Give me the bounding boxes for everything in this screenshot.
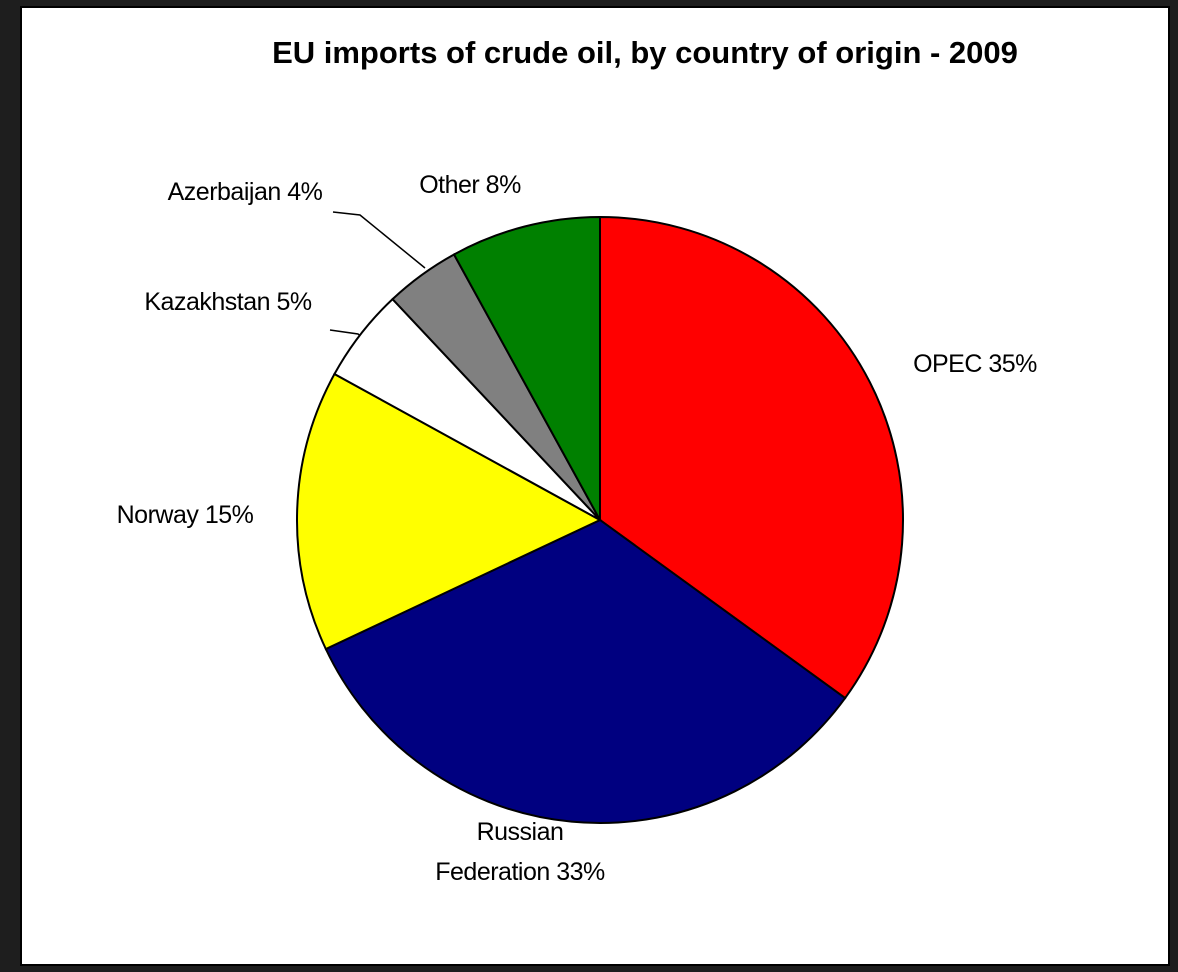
category-label: Azerbaijan bbox=[167, 178, 282, 206]
chart-title: EU imports of crude oil, by country of o… bbox=[272, 35, 1018, 70]
value-label: 4% bbox=[287, 178, 323, 206]
value-label: 5% bbox=[276, 288, 312, 316]
category-label: Other bbox=[419, 171, 480, 199]
slice-label: OPEC 35% bbox=[880, 344, 1070, 384]
category-label: OPEC bbox=[913, 350, 982, 378]
pie-slice bbox=[324, 518, 847, 824]
value-label: 35% bbox=[988, 350, 1037, 378]
value-label: 33% bbox=[556, 858, 605, 886]
slice-label: Azerbaijan 4% bbox=[145, 172, 345, 212]
value-label: 15% bbox=[204, 501, 254, 529]
pie-slice bbox=[599, 215, 904, 700]
slice-label: Kazakhstan 5% bbox=[128, 282, 328, 322]
slice-label: Norway 15% bbox=[60, 495, 310, 535]
pie-slice bbox=[452, 215, 601, 521]
value-label: 8% bbox=[485, 171, 522, 199]
slice-label: Russian Federation 33% bbox=[420, 812, 620, 892]
leader-line bbox=[332, 211, 426, 269]
category-label: Norway bbox=[116, 501, 199, 529]
category-label: Russian Federation bbox=[435, 818, 564, 886]
category-label: Kazakhstan bbox=[144, 288, 271, 316]
pie-slice bbox=[296, 372, 603, 651]
slice-label: Other 8% bbox=[385, 165, 555, 205]
